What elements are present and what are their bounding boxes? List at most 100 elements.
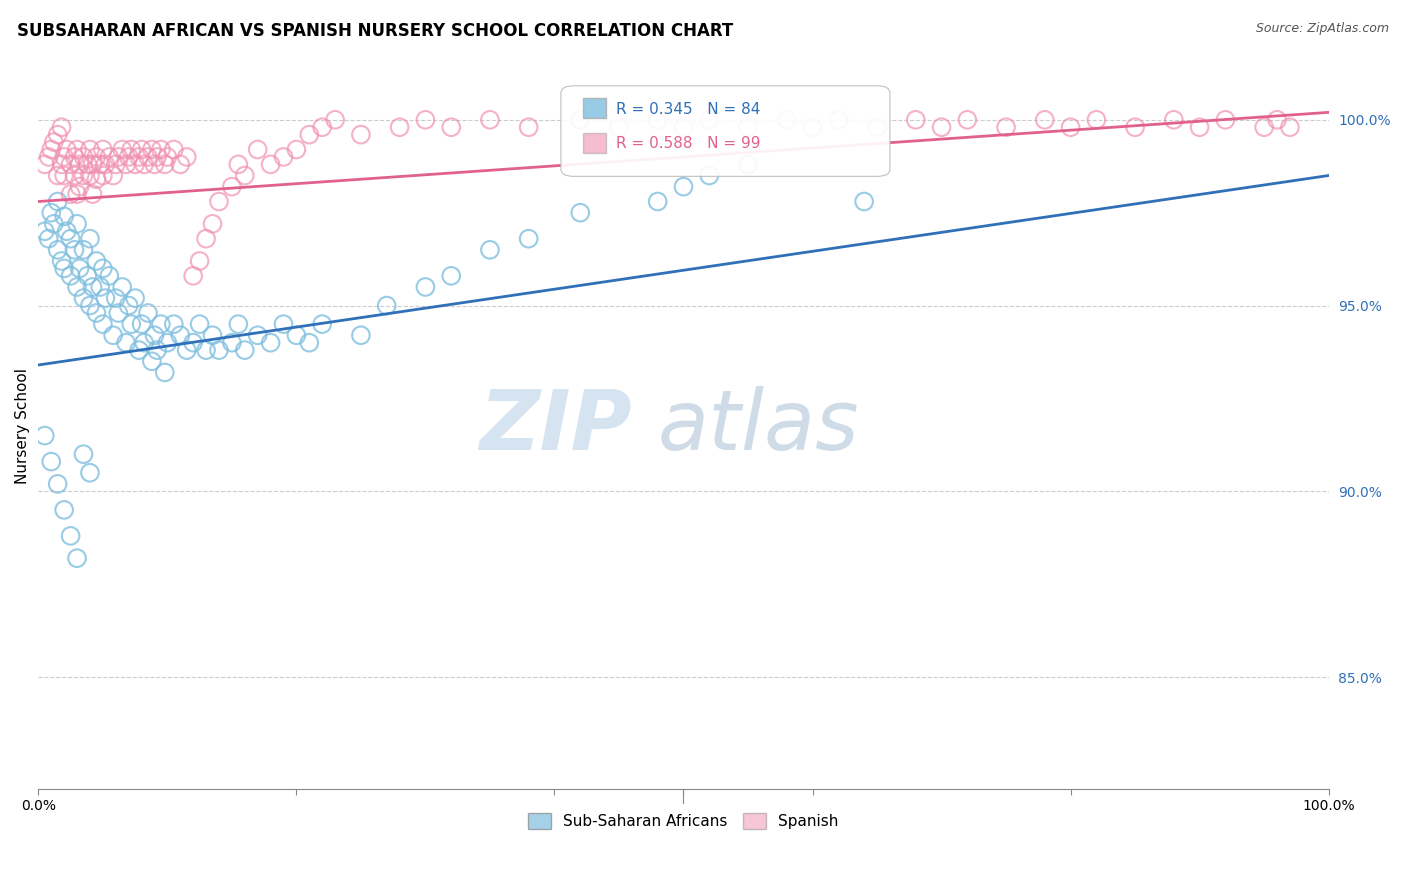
Point [98,268,121,283]
Point [86,306,108,320]
FancyBboxPatch shape [583,98,606,119]
Point [51,157,73,171]
Point [131,143,153,157]
Text: R = 0.345   N = 84: R = 0.345 N = 84 [616,103,761,117]
Point [1059,120,1081,135]
Point [115,157,138,171]
Point [91,143,114,157]
Text: ZIP: ZIP [479,386,631,467]
Point [737,157,759,171]
Text: Source: ZipAtlas.com: Source: ZipAtlas.com [1256,22,1389,36]
Point [66,143,89,157]
Point [517,120,540,135]
Point [201,328,224,343]
Point [63,243,86,257]
Point [375,299,398,313]
Point [59,157,82,171]
Point [34,224,56,238]
Point [115,335,138,350]
Point [107,306,129,320]
Point [285,328,308,343]
Point [737,120,759,135]
Point [72,150,94,164]
Point [195,232,218,246]
Point [350,128,373,142]
Point [169,328,191,343]
FancyBboxPatch shape [561,86,890,177]
Point [34,157,56,171]
Point [101,328,124,343]
Point [118,150,141,164]
Point [201,217,224,231]
Point [1123,120,1146,135]
Point [163,317,186,331]
Point [69,179,91,194]
Point [647,194,669,209]
Point [136,150,159,164]
Point [517,232,540,246]
Point [89,280,111,294]
Point [607,120,630,135]
Point [672,120,695,135]
Point [72,169,94,183]
Point [79,466,101,480]
Point [104,291,127,305]
Point [163,143,186,157]
Point [107,150,129,164]
Point [233,169,256,183]
Point [672,179,695,194]
Point [63,150,86,164]
Point [42,135,65,149]
Point [120,317,142,331]
Point [156,335,179,350]
Point [415,112,437,127]
Point [55,143,77,157]
Point [141,143,163,157]
Point [53,150,76,164]
Point [221,179,243,194]
Point [91,261,114,276]
Point [72,291,94,305]
Text: atlas: atlas [658,386,859,467]
Point [86,150,108,164]
Point [128,150,150,164]
Point [176,150,198,164]
Point [188,254,211,268]
Point [46,128,69,142]
Point [76,157,98,171]
Point [134,157,156,171]
Point [98,150,121,164]
Point [69,157,91,171]
Point [82,157,104,171]
Point [46,243,69,257]
Point [69,261,91,276]
Point [285,143,308,157]
Point [136,306,159,320]
Legend: Sub-Saharan Africans, Spanish: Sub-Saharan Africans, Spanish [522,807,845,835]
Point [181,335,204,350]
Point [153,157,176,171]
Point [246,328,269,343]
Point [128,343,150,358]
Point [233,343,256,358]
Point [904,112,927,127]
Point [208,194,231,209]
Point [827,112,849,127]
Point [46,169,69,183]
Point [42,217,65,231]
Point [53,503,76,517]
Point [388,120,411,135]
Point [82,187,104,202]
Point [66,187,89,202]
Point [66,280,89,294]
Point [146,343,169,358]
Point [79,169,101,183]
Point [141,354,163,368]
Point [569,205,592,219]
Point [72,447,94,461]
Point [131,317,153,331]
Point [59,187,82,202]
Point [1188,120,1211,135]
Point [273,317,295,331]
Point [79,143,101,157]
